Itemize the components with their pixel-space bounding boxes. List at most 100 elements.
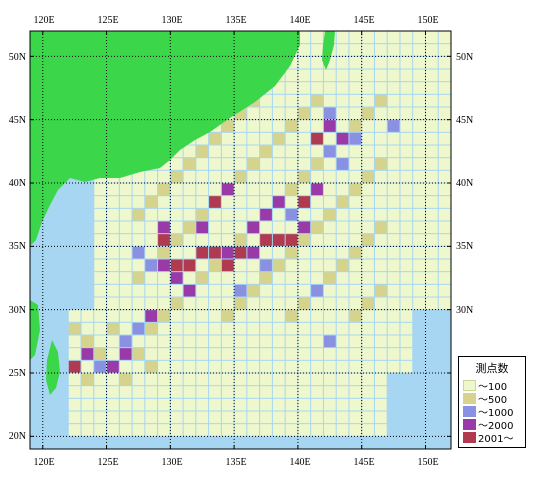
density-cell [94, 373, 107, 386]
density-cell [387, 234, 400, 246]
density-cell [170, 284, 183, 297]
density-cell [119, 221, 132, 234]
density-cell [234, 107, 247, 120]
density-cell [400, 69, 413, 82]
density-cell [336, 322, 349, 335]
density-cell [425, 158, 438, 170]
density-cell [336, 246, 349, 259]
density-cell [107, 272, 119, 284]
density-cell [285, 196, 298, 208]
density-cell [94, 208, 107, 221]
density-cell [119, 208, 132, 221]
density-cell [336, 56, 349, 69]
density-cell [234, 398, 247, 411]
density-cell [349, 170, 362, 183]
density-cell [387, 221, 400, 234]
density-cell [425, 56, 438, 69]
density-cell [81, 424, 94, 436]
density-cell [107, 259, 119, 272]
density-cell [285, 183, 298, 196]
density-cell [285, 424, 298, 436]
density-cell [413, 170, 425, 183]
density-cell [298, 284, 311, 297]
density-cell [247, 398, 260, 411]
density-cell [209, 398, 221, 411]
legend-swatch [463, 406, 476, 417]
legend-title: 測点数 [475, 362, 509, 375]
density-cell [323, 284, 336, 297]
density-cell [158, 348, 170, 360]
density-cell [247, 170, 260, 183]
density-cell [298, 120, 311, 132]
density-cell [400, 82, 413, 94]
density-cell [81, 360, 94, 373]
density-cell [413, 82, 425, 94]
density-cell [362, 386, 374, 398]
density-cell [196, 259, 209, 272]
density-cell [221, 246, 234, 259]
density-cell [158, 246, 170, 259]
density-cell [107, 246, 119, 259]
density-cell [183, 221, 196, 234]
density-cell [81, 373, 94, 386]
legend: 測点数 ～100 ～500 ～1000 ～2000 2001～ [458, 356, 526, 448]
density-cell [285, 322, 298, 335]
density-cell [247, 310, 260, 322]
density-cell [298, 170, 311, 183]
density-cell [413, 284, 425, 297]
density-cell [349, 411, 362, 424]
density-cell [94, 360, 107, 373]
density-cell [349, 373, 362, 386]
density-cell [221, 120, 234, 132]
lon-label-top: 140E [289, 15, 310, 26]
density-cell [145, 183, 158, 196]
density-cell [247, 284, 260, 297]
density-cell [311, 145, 323, 158]
density-cell [68, 310, 81, 322]
density-cell [107, 183, 119, 196]
density-cell [387, 94, 400, 107]
density-cell [209, 158, 221, 170]
density-cell [170, 322, 183, 335]
density-cell [323, 398, 336, 411]
density-cell [362, 411, 374, 424]
density-cell [362, 272, 374, 284]
density-cell [247, 145, 260, 158]
density-cell [362, 335, 374, 348]
density-cell [425, 31, 438, 44]
density-cell [260, 196, 272, 208]
density-cell [362, 69, 374, 82]
density-cell [374, 322, 387, 335]
density-cell [145, 335, 158, 348]
density-cell [68, 373, 81, 386]
density-cell [209, 132, 221, 145]
density-cell [413, 221, 425, 234]
density-cell [145, 373, 158, 386]
density-cell [132, 386, 145, 398]
density-cell [387, 44, 400, 56]
density-cell [196, 284, 209, 297]
density-cell [94, 322, 107, 335]
density-cell [119, 284, 132, 297]
density-cell [234, 373, 247, 386]
density-cell [400, 170, 413, 183]
density-cell [94, 310, 107, 322]
density-cell [425, 196, 438, 208]
density-cell [438, 234, 451, 246]
density-cell [234, 234, 247, 246]
density-cell [196, 297, 209, 310]
density-cell [94, 234, 107, 246]
density-cell [183, 386, 196, 398]
density-cell [438, 297, 451, 310]
density-cell [374, 145, 387, 158]
density-cell [119, 398, 132, 411]
density-cell [234, 170, 247, 183]
density-cell [221, 411, 234, 424]
density-cell [285, 158, 298, 170]
density-cell [221, 259, 234, 272]
density-cell [311, 284, 323, 297]
density-cell [158, 196, 170, 208]
density-cell [400, 360, 413, 373]
density-cell [272, 424, 285, 436]
density-cell [94, 386, 107, 398]
